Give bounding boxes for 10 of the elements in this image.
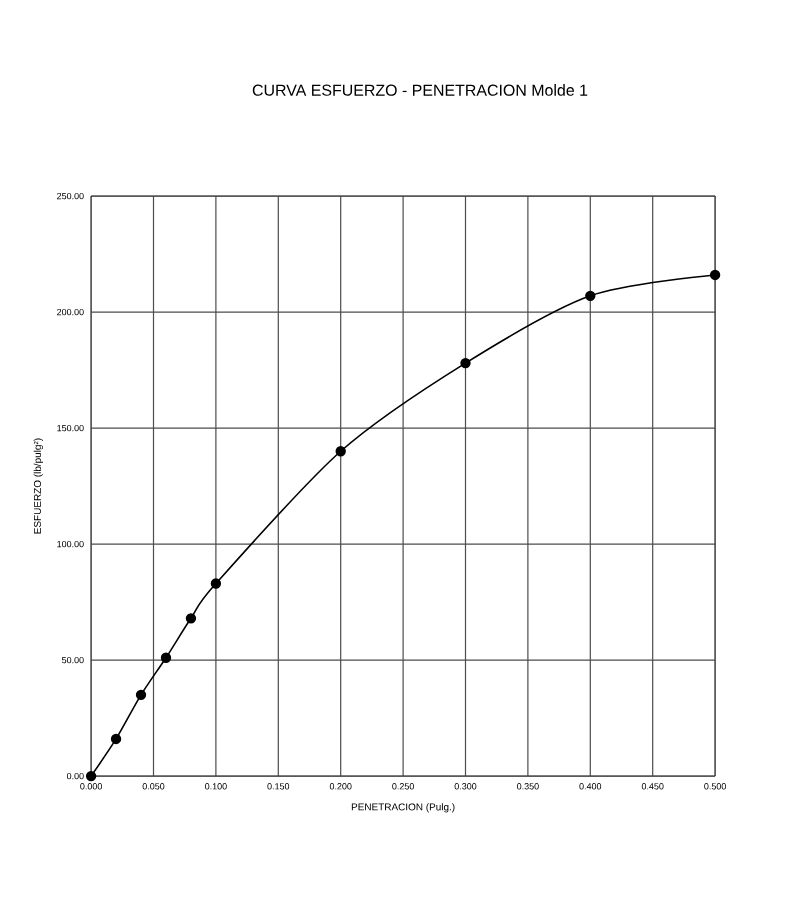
point — [585, 290, 596, 302]
point — [709, 269, 721, 281]
point — [460, 357, 471, 369]
point — [85, 770, 97, 782]
point — [110, 733, 122, 745]
point — [160, 652, 172, 663]
point — [135, 689, 147, 701]
point — [185, 613, 197, 624]
point — [210, 578, 222, 589]
point — [335, 446, 346, 457]
